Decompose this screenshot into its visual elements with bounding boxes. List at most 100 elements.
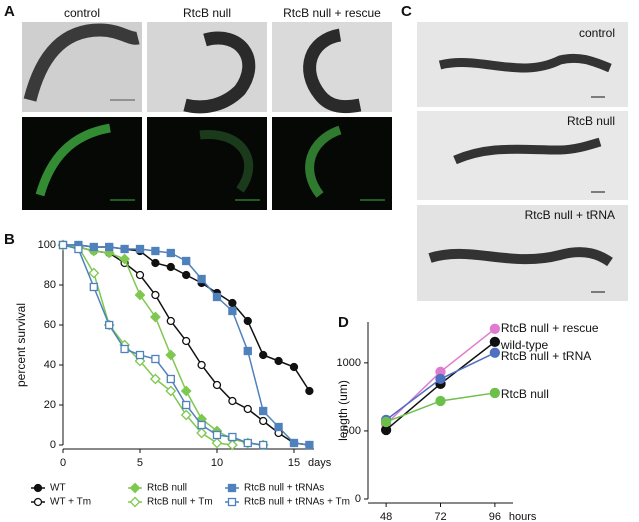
marker [135,244,145,254]
y-tick-label: 40 [44,359,56,371]
worm [453,137,602,165]
marker [435,395,446,407]
series-label: wild-type [500,338,549,352]
marker [166,262,175,272]
y-tick-label: 100 [38,239,56,251]
panel-label: D [338,314,349,331]
marker [180,385,192,397]
legend-label: RtcB null + Tm [147,497,213,508]
y-tick-label: 0 [355,493,361,505]
marker [489,387,501,399]
marker [182,400,191,410]
x-tick-label: 5 [137,457,143,469]
series-label: RtcB null + tRNA [501,349,591,363]
marker [197,360,206,370]
panel-a-images [22,22,392,210]
marker [89,242,98,252]
marker [489,336,501,348]
marker [105,242,114,252]
marker [197,274,206,284]
y-tick-label: 80 [44,279,56,291]
image-label: RtcB null + tRNA [525,208,615,222]
micrograph [417,111,628,200]
y-tick-label: 1000 [337,357,361,369]
marker [489,347,501,358]
marker [489,323,501,334]
fluorescence [22,117,142,210]
marker [129,496,141,508]
worm [303,28,362,114]
marker [120,344,129,354]
marker [228,396,237,406]
marker [119,253,131,265]
x-tick-label: 0 [60,457,66,469]
marker [149,311,161,323]
marker [212,292,222,302]
x-tick-label: 72 [434,511,446,522]
worm [199,129,254,193]
marker [228,432,237,442]
marker [228,306,237,316]
marker [274,422,283,432]
marker [243,404,252,414]
marker [135,270,145,280]
series-label: RtcB null + rescue [501,321,599,335]
x-axis-label: days [308,457,332,469]
y-tick-label: 60 [44,319,56,331]
worm [35,123,111,197]
marker [305,440,314,450]
marker [227,497,237,507]
y-tick-label: 0 [50,439,56,451]
marker [182,270,191,280]
marker [151,290,160,300]
marker [182,336,191,346]
marker [129,482,141,494]
marker [289,362,299,372]
marker [166,316,175,326]
worm [438,53,612,73]
marker [151,258,160,268]
image-label: RtcB null [183,6,231,20]
image-label: RtcB null + rescue [283,6,381,20]
marker [166,374,175,384]
marker [33,497,43,507]
panel-label: B [4,231,15,248]
series-line [63,244,311,392]
x-axis-label: hours [509,511,537,522]
marker [435,373,446,385]
marker [211,437,223,449]
worm [428,247,613,267]
y-tick-label: 20 [44,399,56,411]
marker [196,427,208,439]
marker [165,385,177,397]
marker [305,386,314,396]
marker [120,244,129,254]
marker [149,373,161,385]
image-label: control [579,26,615,40]
panel-label: C [401,3,412,20]
marker [134,289,146,301]
series-label: RtcB null [501,387,549,401]
image-label: control [64,6,100,20]
marker [74,244,83,254]
marker [151,246,160,256]
worm [305,125,342,198]
marker [180,409,192,421]
marker [259,350,268,360]
marker [259,416,268,426]
marker [33,483,43,493]
marker [259,406,268,416]
marker [88,267,100,279]
legend-label: RtcB null + tRNAs [244,483,324,494]
marker [226,439,238,451]
marker [212,380,222,390]
marker [105,320,114,330]
x-tick-label: 10 [211,457,223,469]
marker [58,240,68,250]
marker [259,440,268,450]
legend-label: WT + Tm [50,497,91,508]
marker [89,282,98,292]
marker [243,346,252,356]
marker [274,356,283,366]
